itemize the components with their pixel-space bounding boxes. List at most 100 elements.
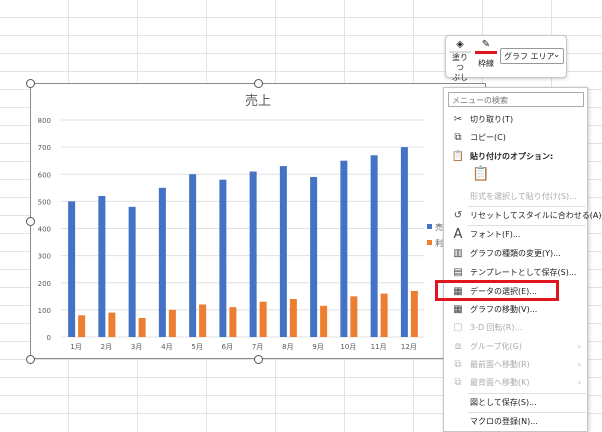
legend-marker <box>427 240 432 245</box>
chart-plot: 0 100 200 300 400 500 600 700 800 1月 2月 3月 4月 5月 6月 7月 8… <box>38 117 443 351</box>
menu-item-label: 最前面へ移動(R) <box>470 360 530 369</box>
x-tick-label: 7月 <box>252 343 263 351</box>
bar-sales[interactable] <box>219 179 227 337</box>
legend-label[interactable]: 利 <box>435 238 443 248</box>
legend-label[interactable]: 売 <box>435 222 443 232</box>
menu-separator <box>468 206 586 207</box>
x-tick-label: 10月 <box>340 343 356 351</box>
menu-item-4[interactable]: ↺ リセットしてスタイルに合わせる(A) <box>444 207 602 225</box>
menu-item-label: リセットしてスタイルに合わせる(A) <box>470 211 602 220</box>
menu-item-0[interactable]: ✂ 切り取り(T) <box>444 111 587 129</box>
menu-item-13: ⧉ 最背面へ移動(K) › <box>444 374 587 392</box>
resize-handle-t[interactable] <box>254 79 263 88</box>
menu-item-label: マクロの登録(N)... <box>470 417 538 426</box>
bar-sales[interactable] <box>310 176 318 337</box>
y-tick-label: 100 <box>38 307 51 315</box>
menu-item-11: ⧈ グループ化(G) › <box>444 338 587 356</box>
menu-item-7[interactable]: ▤ テンプレートとして保存(S)... <box>444 264 587 282</box>
chart-title[interactable]: 売上 <box>244 94 271 109</box>
menu-item-label: グループ化(G) <box>470 342 522 351</box>
menu-item-label: 貼り付けのオプション: <box>470 152 554 161</box>
y-tick-label: 700 <box>38 144 51 152</box>
resize-handle-bl[interactable] <box>26 355 35 364</box>
x-tick-label: 2月 <box>101 343 112 351</box>
menu-item-label: グラフの種類の変更(Y)... <box>470 249 561 258</box>
y-tick-label: 300 <box>38 253 51 261</box>
menu-item-label: 最背面へ移動(K) <box>470 378 530 387</box>
fill-button[interactable]: ◈ 塗りつ ぶし <box>449 39 471 83</box>
resize-handle-l[interactable] <box>26 217 35 226</box>
menu-item-2[interactable]: 📋 貼り付けのオプション: <box>444 148 587 166</box>
bar-profit[interactable] <box>78 315 86 337</box>
x-tick-label: 9月 <box>312 343 323 351</box>
menu-item-label: 切り取り(T) <box>470 115 514 124</box>
paste-icon: 📋 <box>451 151 465 162</box>
reset-icon: ↺ <box>453 210 463 221</box>
bar-profit[interactable] <box>380 293 388 337</box>
bar-profit[interactable] <box>350 296 358 337</box>
y-tick-label: 500 <box>38 198 51 206</box>
x-tick-label: 5月 <box>191 343 202 351</box>
chart-type-icon: ▥ <box>453 248 463 259</box>
menu-item-9[interactable]: ▦ グラフの移動(V)... <box>444 301 587 319</box>
legend-marker <box>427 224 432 229</box>
menu-item-label: フォント(F)... <box>470 230 521 239</box>
font-icon: A <box>453 227 463 242</box>
paint-bucket-icon: ◈ <box>449 39 471 53</box>
template-icon: ▤ <box>453 267 463 278</box>
resize-handle-tl[interactable] <box>26 79 35 88</box>
bar-sales[interactable] <box>279 166 287 337</box>
submenu-arrow-icon: › <box>577 342 581 351</box>
menu-item-12: ⧉ 最前面へ移動(R) › <box>444 356 587 374</box>
bar-sales[interactable] <box>158 187 166 337</box>
menu-item-8[interactable]: ▦ データの選択(E)... <box>444 283 587 301</box>
menu-item-15[interactable]: マクロの登録(N)... <box>444 413 587 431</box>
bar-sales[interactable] <box>400 147 408 337</box>
y-tick-label: 600 <box>38 171 51 179</box>
bar-profit[interactable] <box>168 309 176 337</box>
submenu-arrow-icon: › <box>577 378 581 387</box>
chart-area[interactable]: 売上 0 100 200 300 400 500 600 700 800 1月 2月 3月 4月 5月 6月… <box>26 79 486 364</box>
chevron-down-icon: ⌄ <box>553 50 560 59</box>
menu-item-14[interactable]: 図として保存(S)... <box>444 394 587 412</box>
bar-profit[interactable] <box>108 312 116 337</box>
x-tick-label: 4月 <box>161 343 172 351</box>
menu-item-label: 図として保存(S)... <box>470 398 537 407</box>
bar-sales[interactable] <box>340 160 348 337</box>
menu-separator <box>468 225 586 226</box>
bar-sales[interactable] <box>189 174 197 337</box>
menu-item-1[interactable]: ⧉ コピー(C) <box>444 129 587 147</box>
paste-keep-format-icon[interactable]: 📋 <box>472 166 490 182</box>
y-tick-label: 0 <box>47 334 51 342</box>
highlight-box <box>435 280 559 301</box>
copy-icon: ⧉ <box>454 132 462 143</box>
menu-item-6[interactable]: ▥ グラフの種類の変更(Y)... <box>444 245 587 263</box>
bar-profit[interactable] <box>138 318 146 337</box>
menu-item-label: 3-D 回転(R)... <box>470 323 523 332</box>
bar-profit[interactable] <box>229 307 237 337</box>
bar-sales[interactable] <box>128 206 136 337</box>
bar-profit[interactable] <box>259 301 267 337</box>
bar-sales[interactable] <box>370 155 378 337</box>
menu-search-input[interactable]: メニューの検索 <box>448 92 584 107</box>
menu-item-5[interactable]: A フォント(F)... <box>444 226 587 244</box>
bar-sales[interactable] <box>68 201 76 337</box>
bar-profit[interactable] <box>410 290 418 337</box>
resize-handle-b[interactable] <box>254 355 263 364</box>
select-data-icon: ▦ <box>453 286 463 297</box>
context-menu: メニューの検索 ✂ 切り取り(T) ⧉ コピー(C) 📋 貼り付けのオプション: 形式を選択… <box>443 87 602 432</box>
x-tick-label: 12月 <box>401 343 417 351</box>
bar-sales[interactable] <box>98 195 106 337</box>
bar-sales[interactable] <box>249 171 257 337</box>
bar-profit[interactable] <box>199 304 207 337</box>
bar-profit[interactable] <box>320 305 328 337</box>
send-back-icon: ⧉ <box>454 377 462 388</box>
bar-profit[interactable] <box>289 299 297 337</box>
move-chart-icon: ▦ <box>453 304 463 315</box>
x-tick-label: 8月 <box>282 343 293 351</box>
x-tick-label: 1月 <box>70 343 81 351</box>
menu-item-label: グラフの移動(V)... <box>470 305 538 314</box>
chart-element-dropdown[interactable]: グラフ エリア ⌄ <box>500 48 564 64</box>
group-icon: ⧈ <box>454 341 462 352</box>
outline-button[interactable]: ✎ 枠線 <box>475 39 497 69</box>
